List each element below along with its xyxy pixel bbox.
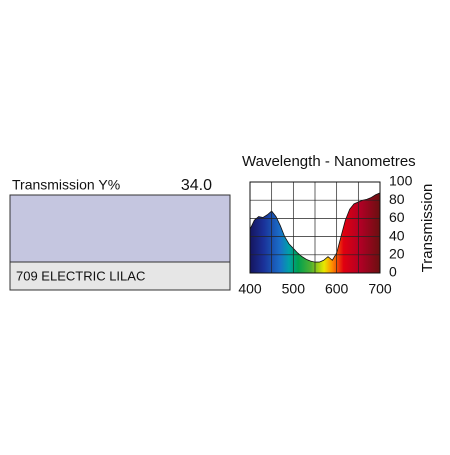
y-axis-label: Transmission: [419, 184, 436, 273]
filter-name: 709 ELECTRIC LILAC: [16, 268, 145, 283]
y-tick-label: 100: [389, 173, 413, 189]
transmission-value: 34.0: [181, 177, 212, 194]
name-box: [9, 261, 231, 291]
x-tick-label: 400: [238, 281, 262, 297]
x-tick-label: 500: [282, 281, 306, 297]
y-tick-label: 40: [389, 227, 405, 243]
x-tick-label: 600: [325, 281, 349, 297]
plot: 0 20 40 60 80 100 400 500 600 700: [238, 173, 412, 297]
y-tick-label: 0: [389, 264, 397, 280]
transmission-label: Transmission Y%: [12, 177, 120, 193]
y-tick-label: 20: [389, 246, 405, 262]
color-swatch: [9, 194, 231, 263]
chart-title: Wavelength - Nanometres: [242, 153, 416, 170]
plot-frame: [249, 181, 381, 274]
x-tick-label: 700: [368, 281, 392, 297]
y-tick-label: 80: [389, 191, 405, 207]
y-tick-label: 60: [389, 209, 405, 225]
transmission-area: [250, 192, 380, 273]
